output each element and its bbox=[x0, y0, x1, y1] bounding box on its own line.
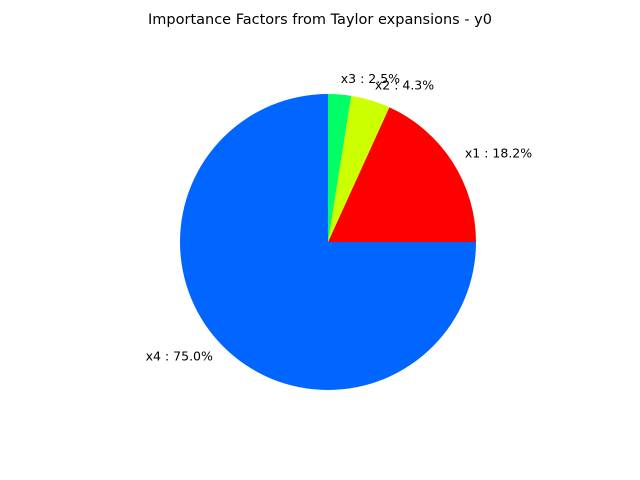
slice-label-x1: x1 : 18.2% bbox=[465, 145, 532, 160]
chart-title: Importance Factors from Taylor expansion… bbox=[148, 12, 492, 28]
slice-label-x3: x3 : 2.5% bbox=[341, 71, 400, 86]
pie-slices-group bbox=[180, 94, 476, 390]
slice-label-x4: x4 : 75.0% bbox=[146, 349, 213, 364]
pie-slice-x3 bbox=[328, 94, 352, 242]
slice-label-x2: x2 : 4.3% bbox=[375, 78, 434, 93]
pie-slice-x1 bbox=[328, 107, 476, 242]
pie-labels-group: x1 : 18.2% x2 : 4.3%x3 : 2.5% x4 : 75.0% bbox=[146, 71, 533, 363]
pie-slice-x2 bbox=[328, 95, 390, 242]
pie-slice-x4 bbox=[180, 94, 476, 390]
